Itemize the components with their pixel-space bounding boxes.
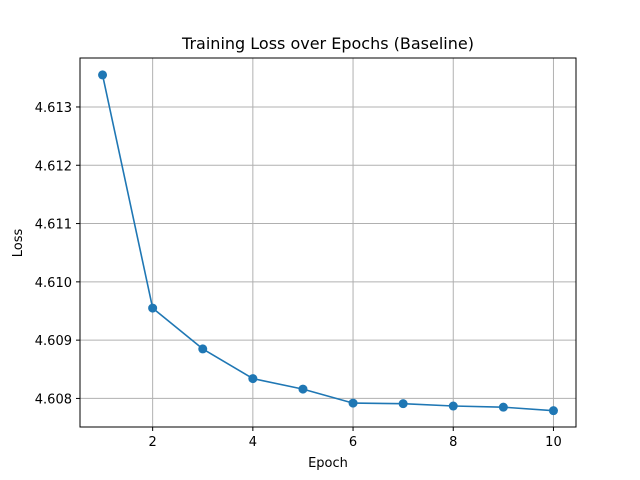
data-point [348,398,358,408]
y-tick-label: 4.610 [35,276,72,291]
axis-ticks: 2 4 6 8 10 4.608 4.609 4.610 4.611 4.612 4.613 [35,101,562,450]
data-point [248,374,258,384]
x-tick-label: 6 [349,435,357,450]
chart-title: Training Loss over Epochs (Baseline) [181,34,474,53]
x-axis-label: Epoch [308,456,348,471]
data-point [548,406,558,416]
data-point [398,399,408,409]
series-line [101,74,554,412]
series-layer [98,70,558,416]
plot-frame [79,57,577,428]
data-point [298,384,308,394]
y-tick-label: 4.608 [35,392,72,407]
data-point [448,401,458,411]
y-tick-label: 4.613 [35,101,72,116]
data-point [198,344,208,354]
x-tick-label: 8 [449,435,457,450]
data-point [498,402,508,412]
x-tick-label: 10 [545,435,562,450]
y-tick-label: 4.611 [35,218,72,233]
y-tick-label: 4.609 [35,334,72,349]
x-tick-label: 4 [249,435,257,450]
data-point [98,70,108,80]
x-tick-label: 2 [149,435,157,450]
y-tick-label: 4.612 [35,159,72,174]
data-point [148,303,158,313]
grid [80,58,576,427]
y-axis-label: Loss [11,229,26,258]
